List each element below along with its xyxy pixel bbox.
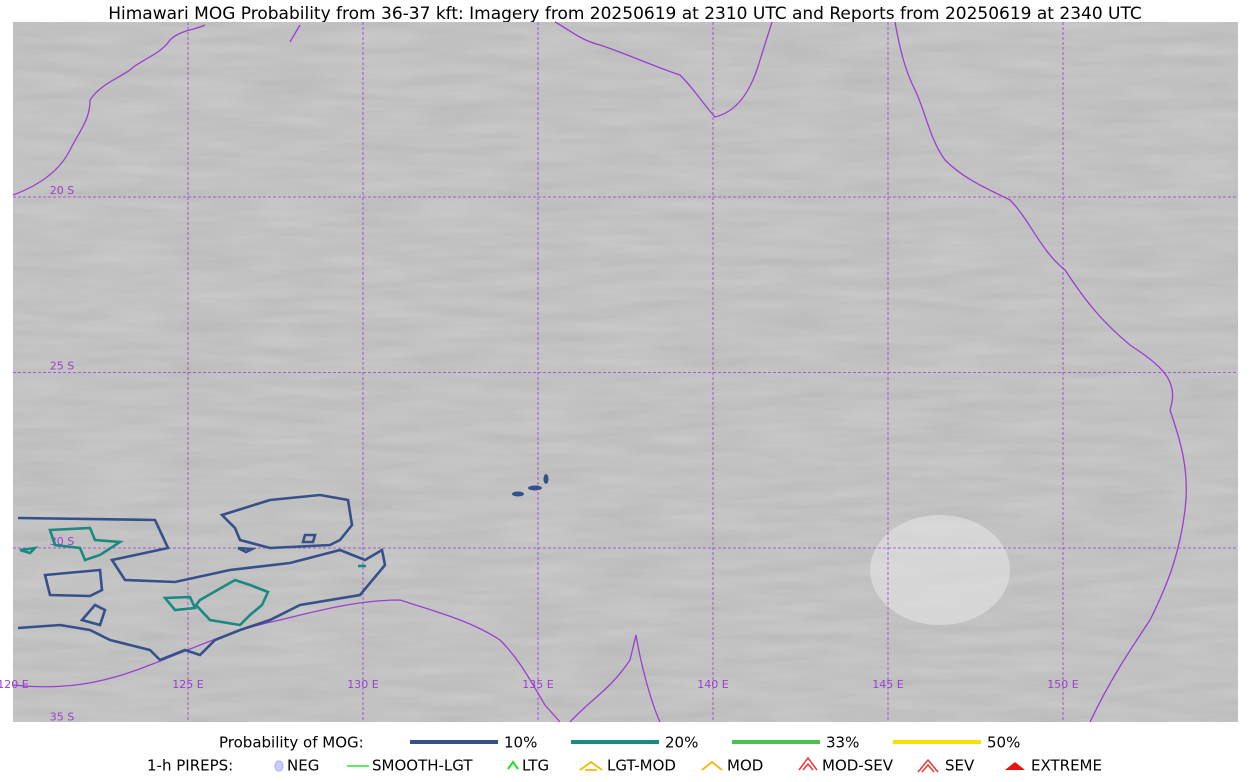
pirep-legend-text: NEG	[287, 757, 319, 775]
pirep-icons	[274, 756, 1025, 773]
pirep-legend-text: EXTREME	[1031, 757, 1102, 775]
pirep-legend-text: SEV	[945, 757, 975, 775]
mog-legend-label: Probability of MOG:	[219, 734, 364, 752]
lat-label: 20 S	[50, 184, 74, 197]
mog-legend-text: 33%	[826, 734, 859, 752]
lon-label: 130 E	[347, 678, 378, 691]
pirep-legend-text: MOD-SEV	[822, 757, 894, 775]
satellite-image	[13, 22, 1238, 722]
pirep-legend-label: 1-h PIREPS:	[147, 757, 233, 775]
title: Himawari MOG Probability from 36-37 kft:…	[108, 4, 1142, 24]
lat-label: 35 S	[50, 711, 74, 724]
mog-legend-text: 50%	[987, 734, 1020, 752]
graticule: 120 E 125 E 130 E 135 E 140 E 145 E 150 E20 S2…	[0, 22, 1238, 724]
pirep-legend-text: LGT-MOD	[607, 757, 676, 775]
lon-label: 135 E	[522, 678, 553, 691]
pirep-legend-text: MOD	[727, 757, 763, 775]
lon-label: 125 E	[172, 678, 203, 691]
mog-contours	[17, 474, 549, 662]
pirep-legend-text: SMOOTH-LGT	[372, 757, 473, 775]
legend: Probability of MOG: 1-h PIREPS: 10% 20% 33…	[147, 734, 1102, 775]
lon-label: 145 E	[872, 678, 903, 691]
lon-label: 140 E	[697, 678, 728, 691]
lat-label: 25 S	[50, 360, 74, 373]
coastline	[12, 21, 1187, 723]
mog-legend-text: 10%	[504, 734, 537, 752]
mog-legend-text: 20%	[665, 734, 698, 752]
lon-label: 150 E	[1047, 678, 1078, 691]
pirep-legend-text: LTG	[522, 757, 549, 775]
